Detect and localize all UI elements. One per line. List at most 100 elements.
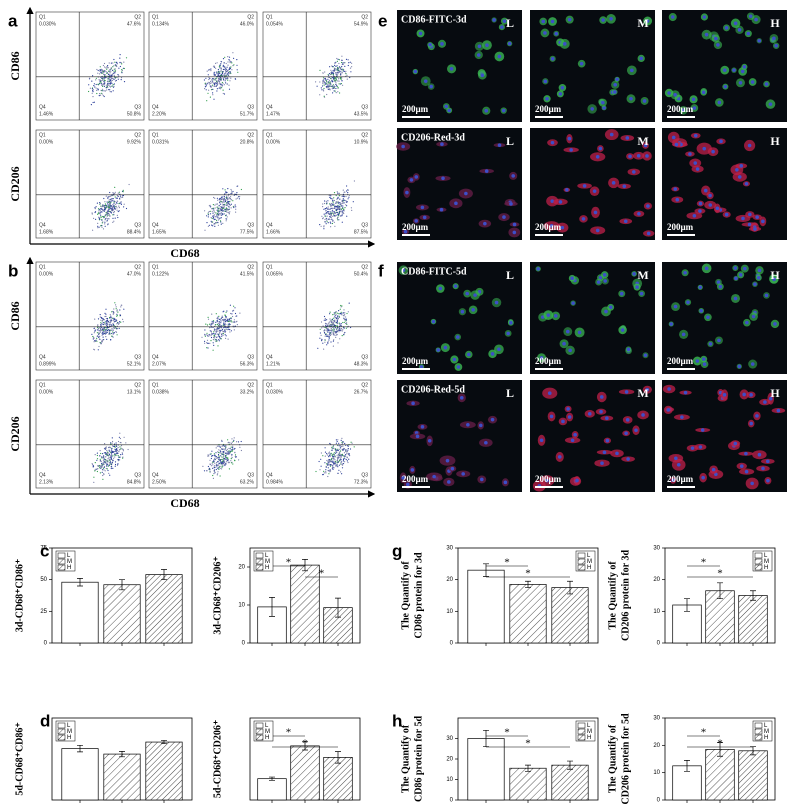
bar — [738, 750, 768, 801]
flow-event — [114, 461, 117, 463]
flow-event — [105, 207, 107, 209]
flow-event — [101, 93, 103, 95]
flow-event — [216, 336, 218, 338]
error-bar — [77, 578, 83, 587]
flow-event — [119, 448, 121, 451]
flow-event — [222, 461, 224, 463]
flow-event — [223, 84, 225, 86]
quadrant-name: Q1 — [152, 264, 159, 270]
flow-event — [334, 314, 336, 316]
flow-event — [119, 437, 121, 440]
flow-event — [326, 84, 328, 86]
y-axis-label: 5d-CD68⁺CD206⁺ — [212, 720, 223, 798]
flow-event — [122, 456, 124, 458]
nucleus — [671, 478, 675, 483]
flow-event — [227, 458, 229, 460]
flow-event — [97, 349, 99, 351]
nucleus — [455, 335, 460, 339]
flow-event — [342, 460, 344, 462]
flow-event — [227, 79, 229, 81]
flow-event — [109, 86, 111, 88]
error-bar — [302, 559, 308, 572]
flow-event — [221, 208, 224, 210]
flow-event — [217, 465, 219, 467]
flow-event — [329, 313, 331, 315]
flow-event — [216, 73, 218, 75]
flow-event — [120, 201, 122, 203]
nucleus — [484, 108, 489, 113]
nucleus — [511, 174, 515, 178]
flow-event — [221, 445, 223, 447]
flow-event — [219, 329, 221, 331]
flow-event — [335, 334, 337, 336]
flow-event — [118, 436, 120, 438]
quadrant-percent: 0.065% — [266, 271, 284, 277]
flow-event — [340, 72, 342, 75]
flow-event — [320, 87, 322, 89]
flow-event — [213, 459, 215, 461]
flow-event — [322, 206, 324, 208]
micrograph — [530, 10, 655, 122]
flow-event — [212, 467, 214, 469]
flow-event — [331, 88, 333, 90]
flow-event — [222, 448, 224, 450]
flow-event — [331, 449, 333, 451]
flow-event — [209, 459, 211, 461]
flow-event — [331, 447, 333, 449]
flow-event — [235, 321, 237, 323]
nucleus — [774, 43, 778, 48]
flow-event — [107, 209, 109, 211]
flow-event — [217, 323, 219, 325]
flow-event — [336, 327, 338, 329]
nucleus — [509, 321, 513, 325]
flow-event — [217, 464, 219, 466]
flow-event — [97, 329, 99, 331]
flow-event — [211, 221, 213, 223]
flow-event — [117, 463, 119, 465]
flow-event — [112, 329, 114, 331]
column-label: M — [637, 16, 648, 30]
flow-event — [113, 70, 115, 72]
flow-event — [331, 85, 334, 87]
quadrant-percent: 48.3% — [354, 361, 369, 367]
flow-event — [226, 310, 228, 312]
flow-event — [119, 62, 121, 64]
flow-event — [336, 57, 338, 60]
flow-event — [88, 90, 90, 93]
flow-event — [337, 445, 339, 447]
nucleus — [773, 322, 777, 326]
flow-event — [330, 329, 332, 331]
flow-event — [218, 455, 220, 457]
flow-event — [109, 206, 112, 208]
flow-event — [217, 80, 219, 82]
flow-event — [109, 450, 111, 452]
flow-event — [334, 205, 336, 207]
flow-event — [92, 465, 95, 467]
flow-event — [236, 441, 238, 443]
flow-event — [224, 204, 226, 206]
flow-event — [226, 458, 228, 460]
flow-event — [110, 458, 113, 460]
flow-event — [340, 329, 342, 331]
flow-event — [112, 440, 114, 443]
flow-event — [339, 198, 341, 200]
flow-event — [103, 206, 105, 208]
flow-event — [225, 323, 227, 326]
nucleus — [471, 308, 475, 312]
flow-event — [207, 465, 209, 468]
flow-event — [335, 452, 337, 454]
quadrant-percent: 41.5% — [240, 271, 255, 277]
flow-event — [213, 196, 215, 199]
flow-event — [329, 311, 331, 313]
flow-event — [231, 438, 233, 440]
flow-event — [112, 90, 114, 92]
flow-event — [98, 330, 100, 332]
flow-event — [336, 331, 338, 333]
flow-event — [328, 208, 330, 210]
nucleus — [683, 270, 687, 275]
flow-event — [115, 304, 117, 306]
flow-event — [338, 67, 340, 69]
flow-event — [219, 197, 221, 199]
flow-event — [230, 460, 232, 462]
nucleus — [701, 475, 705, 480]
